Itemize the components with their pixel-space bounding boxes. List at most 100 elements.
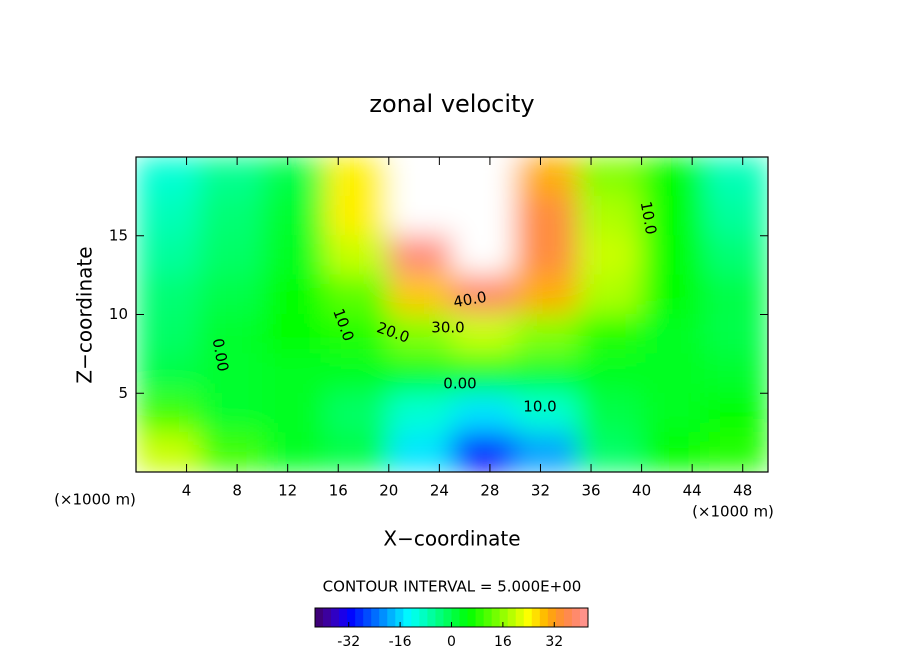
cell bbox=[388, 157, 453, 197]
cell bbox=[704, 432, 768, 472]
cell bbox=[514, 432, 579, 472]
x-tick-label: 20 bbox=[379, 482, 398, 500]
cell bbox=[325, 157, 390, 197]
colorbar-swatch bbox=[547, 608, 557, 627]
cell bbox=[514, 157, 579, 197]
cell bbox=[577, 235, 643, 276]
cell bbox=[136, 195, 200, 237]
cell bbox=[704, 274, 768, 315]
colorbar-swatch bbox=[499, 608, 509, 627]
y-tick-label: 5 bbox=[118, 384, 128, 402]
x-tick-label: 36 bbox=[581, 482, 600, 500]
cell bbox=[704, 195, 768, 237]
cell bbox=[451, 314, 516, 355]
x-axis-label: X−coordinate bbox=[383, 527, 520, 551]
colorbar-swatch bbox=[355, 608, 364, 627]
colorbar-tick-label: -16 bbox=[389, 634, 412, 650]
cell bbox=[641, 157, 706, 197]
cell bbox=[514, 195, 579, 237]
cell bbox=[577, 195, 643, 237]
cell bbox=[325, 235, 390, 276]
cell bbox=[451, 432, 516, 472]
cell bbox=[325, 274, 390, 315]
cell bbox=[136, 274, 200, 315]
colorbar-swatch bbox=[451, 608, 461, 627]
cell bbox=[325, 314, 390, 355]
cell bbox=[514, 274, 579, 315]
contour-label: 10.0 bbox=[637, 200, 661, 236]
cell bbox=[514, 235, 579, 276]
colorbar-swatch bbox=[331, 608, 340, 627]
cell bbox=[325, 392, 390, 434]
cell bbox=[136, 314, 200, 355]
x-tick-label: 48 bbox=[733, 482, 752, 500]
cells bbox=[136, 157, 768, 472]
cell bbox=[198, 353, 263, 394]
cell bbox=[198, 195, 263, 237]
cell bbox=[641, 274, 706, 315]
cell bbox=[198, 314, 263, 355]
cell bbox=[451, 195, 516, 237]
x-tick-label: 12 bbox=[278, 482, 297, 500]
cell bbox=[261, 314, 327, 355]
cell bbox=[388, 353, 453, 394]
contour-label: 10.0 bbox=[523, 398, 556, 416]
x-tick-label: 44 bbox=[683, 482, 702, 500]
cell bbox=[451, 274, 516, 315]
colorbar-swatch bbox=[563, 608, 573, 627]
cell bbox=[261, 195, 327, 237]
cell bbox=[198, 235, 263, 276]
colorbar-swatch bbox=[579, 608, 589, 627]
colorbar-swatch bbox=[403, 608, 412, 627]
x-tick-label: 32 bbox=[531, 482, 550, 500]
cell bbox=[704, 353, 768, 394]
colorbar-swatch bbox=[435, 608, 444, 627]
colorbar-tick-label: -32 bbox=[337, 634, 360, 650]
cell bbox=[451, 392, 516, 434]
cell bbox=[704, 392, 768, 434]
colorbar-tick-label: 32 bbox=[545, 634, 563, 650]
cell bbox=[514, 314, 579, 355]
colorbar-swatch bbox=[571, 608, 581, 627]
cell bbox=[325, 432, 390, 472]
cell bbox=[325, 195, 390, 237]
y-tick-label: 10 bbox=[109, 305, 128, 323]
colorbar-swatch bbox=[507, 608, 517, 627]
colorbar: -32 -16 0 16 32 bbox=[314, 607, 589, 650]
colorbar-swatch bbox=[523, 608, 533, 627]
contour-label: 40.0 bbox=[452, 288, 488, 312]
cell bbox=[136, 353, 200, 394]
cell bbox=[261, 353, 327, 394]
cell bbox=[261, 235, 327, 276]
x-unit: (×1000 m) bbox=[692, 503, 774, 521]
cell bbox=[388, 314, 453, 355]
colorbar-swatch bbox=[483, 608, 493, 627]
contour-interval: CONTOUR INTERVAL = 5.000E+00 bbox=[323, 578, 582, 596]
cell bbox=[641, 392, 706, 434]
x-tick-label: 16 bbox=[329, 482, 348, 500]
cell bbox=[641, 235, 706, 276]
cell bbox=[198, 274, 263, 315]
colorbar-tick-label: 16 bbox=[494, 634, 512, 650]
cell bbox=[704, 235, 768, 276]
cell bbox=[261, 392, 327, 434]
x-tick-label: 28 bbox=[480, 482, 499, 500]
cell bbox=[136, 432, 200, 472]
cell bbox=[136, 392, 200, 434]
cell bbox=[704, 157, 768, 197]
colorbar-swatch bbox=[347, 608, 356, 627]
colorbar-swatch bbox=[427, 608, 436, 627]
cell bbox=[514, 353, 579, 394]
cell bbox=[451, 235, 516, 276]
cell bbox=[451, 157, 516, 197]
cell bbox=[577, 314, 643, 355]
cell bbox=[136, 235, 200, 276]
colorbar-swatch bbox=[339, 608, 348, 627]
cell bbox=[704, 314, 768, 355]
contour-label: 30.0 bbox=[431, 319, 464, 337]
contour-label: 0.00 bbox=[209, 337, 233, 373]
cell bbox=[198, 392, 263, 434]
cell bbox=[388, 274, 453, 315]
colorbar-tick-label: 0 bbox=[447, 634, 456, 650]
